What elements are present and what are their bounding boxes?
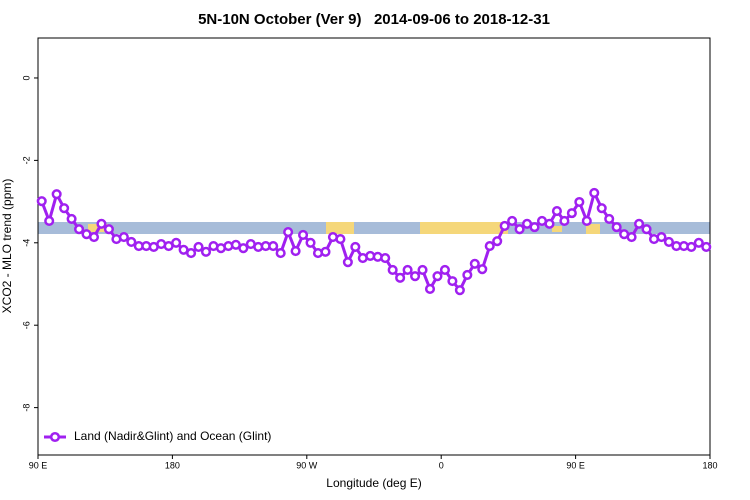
land-patch <box>586 224 600 234</box>
y-tick-label: -6 <box>21 321 31 329</box>
data-point <box>596 203 607 214</box>
data-point <box>663 236 674 248</box>
data-point <box>581 215 592 227</box>
data-point <box>626 231 637 243</box>
data-point <box>484 241 495 252</box>
data-point <box>335 234 346 245</box>
data-point <box>298 229 309 241</box>
data-point <box>432 271 443 282</box>
land-patch <box>326 222 354 234</box>
data-point <box>350 241 361 252</box>
data-point <box>604 213 615 224</box>
data-point <box>96 218 107 229</box>
data-point <box>193 241 204 252</box>
data-point <box>118 231 129 243</box>
y-tick-label: -2 <box>21 156 31 164</box>
data-point <box>51 189 62 200</box>
data-point <box>342 257 353 268</box>
land-patch <box>420 222 508 234</box>
data-point <box>559 215 570 227</box>
data-point <box>551 206 562 217</box>
data-point <box>305 237 316 248</box>
data-point <box>36 196 47 207</box>
data-point <box>641 224 652 235</box>
data-point <box>439 264 450 276</box>
data-point <box>611 222 622 233</box>
data-point <box>186 248 197 259</box>
data-point <box>320 246 331 257</box>
legend-label: Land (Nadir&Glint) and Ocean (Glint) <box>74 429 271 443</box>
data-point <box>387 264 398 276</box>
x-tick-label: 0 <box>439 460 444 470</box>
data-point <box>447 276 458 287</box>
data-point <box>424 283 436 294</box>
data-point <box>492 236 503 247</box>
data-point <box>686 241 697 252</box>
x-tick-label: 90 W <box>296 460 318 470</box>
data-point <box>656 231 667 243</box>
data-point <box>88 231 100 243</box>
data-point <box>462 269 473 280</box>
data-point <box>200 246 212 257</box>
x-tick-label: 90 E <box>29 460 48 470</box>
data-point <box>275 248 286 259</box>
chart-title: 5N-10N October (Ver 9) 2014-09-06 to 201… <box>198 11 550 28</box>
data-point <box>74 224 85 235</box>
data-point <box>395 272 406 283</box>
data-point <box>380 252 391 264</box>
data-point <box>66 213 77 224</box>
land-patch <box>552 226 562 232</box>
data-point <box>589 187 600 198</box>
y-tick-label: 0 <box>21 75 31 80</box>
data-point <box>126 236 137 248</box>
data-point <box>529 222 540 233</box>
x-axis-label: Longitude (deg E) <box>326 476 421 490</box>
y-tick-label: -4 <box>21 239 31 247</box>
data-point <box>634 218 645 229</box>
x-tick-label: 180 <box>702 460 717 470</box>
data-point <box>290 245 301 257</box>
x-tick-label: 90 E <box>566 460 585 470</box>
data-point <box>59 203 70 214</box>
x-tick-label: 180 <box>165 460 180 470</box>
data-point <box>469 258 480 269</box>
data-point <box>454 285 465 296</box>
data-point <box>171 237 182 248</box>
y-axis-label: XCO2 - MLO trend (ppm) <box>0 179 14 314</box>
data-point <box>410 271 421 282</box>
legend-marker <box>49 431 61 443</box>
data-point <box>402 264 413 276</box>
data-point <box>544 218 555 229</box>
data-point <box>499 220 510 231</box>
data-point <box>514 224 525 235</box>
data-point <box>44 215 55 227</box>
data-point <box>566 208 577 219</box>
data-point <box>238 243 249 254</box>
data-point <box>507 215 518 227</box>
data-point <box>417 264 428 276</box>
data-point <box>477 264 488 275</box>
data-point <box>268 241 279 252</box>
data-point <box>574 196 585 208</box>
data-point <box>701 241 712 252</box>
data-point <box>283 227 294 238</box>
data-point <box>103 224 114 235</box>
data-point <box>693 237 704 248</box>
y-tick-label: -8 <box>21 404 31 412</box>
